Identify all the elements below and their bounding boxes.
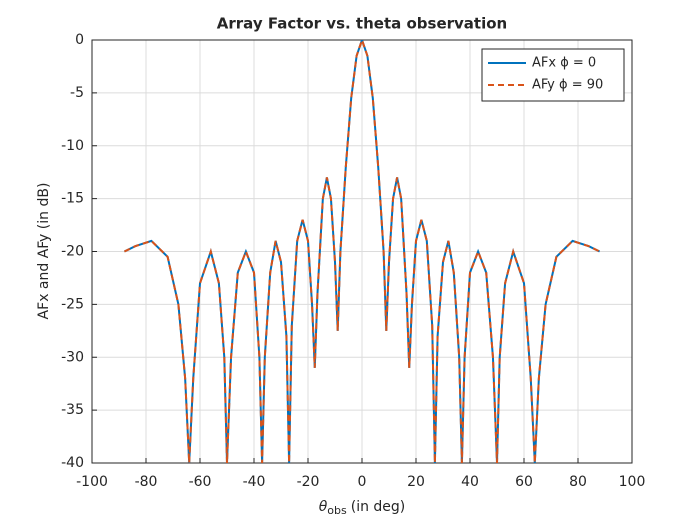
x-label-symbol: θ bbox=[319, 499, 328, 515]
x-tick-label: 0 bbox=[358, 474, 367, 490]
legend-box bbox=[481, 48, 625, 102]
y-tick-label: -15 bbox=[61, 191, 84, 207]
x-label-text: (in deg) bbox=[351, 499, 406, 515]
x-label-subscript: obs bbox=[327, 504, 347, 517]
y-tick-label: -5 bbox=[70, 85, 84, 101]
chart-title: Array Factor vs. theta observation bbox=[217, 15, 507, 33]
x-tick-label: -60 bbox=[189, 474, 212, 490]
y-tick-label: -20 bbox=[61, 244, 84, 260]
y-tick-label: -40 bbox=[61, 455, 84, 471]
x-axis-label: θobs (in deg) bbox=[319, 499, 406, 517]
x-tick-label: -20 bbox=[297, 474, 320, 490]
x-tick-label: 40 bbox=[461, 474, 479, 490]
x-tick-label: -100 bbox=[76, 474, 108, 490]
x-tick-label: 20 bbox=[407, 474, 425, 490]
y-tick-label: -30 bbox=[61, 349, 84, 365]
legend-label: AFx ϕ = 0 bbox=[532, 56, 596, 71]
legend: AFx ϕ = 0 AFy ϕ = 90 bbox=[481, 48, 625, 102]
y-tick-label: 0 bbox=[75, 32, 84, 48]
x-tick-label: 60 bbox=[515, 474, 533, 490]
x-tick-label: -40 bbox=[243, 474, 266, 490]
y-axis-label: AFx and AFy (in dB) bbox=[36, 183, 52, 320]
plot-lines bbox=[123, 40, 601, 463]
series-line bbox=[123, 40, 601, 463]
y-tick-label: -25 bbox=[61, 296, 84, 312]
x-tick-label: 100 bbox=[619, 474, 646, 490]
x-tick-label: 80 bbox=[569, 474, 587, 490]
y-tick-label: -35 bbox=[61, 402, 84, 418]
legend-label: AFy ϕ = 90 bbox=[532, 78, 603, 93]
y-tick-label: -10 bbox=[61, 138, 84, 154]
x-tick-label: -80 bbox=[135, 474, 158, 490]
